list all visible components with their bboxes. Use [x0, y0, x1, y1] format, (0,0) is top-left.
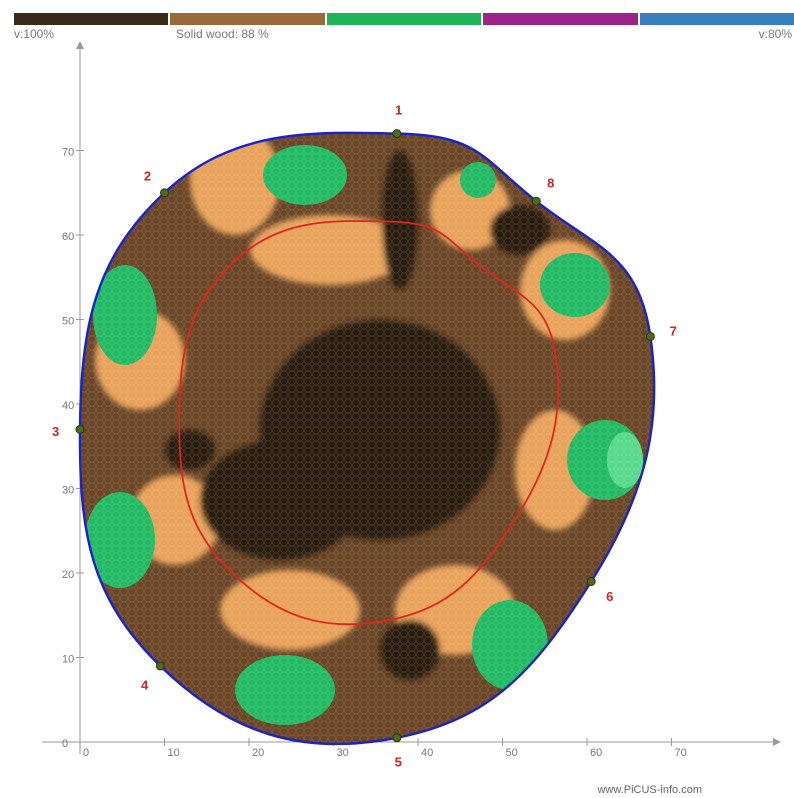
y-tick-label: 70 [62, 147, 74, 159]
sensor-label: 5 [395, 755, 402, 770]
y-tick-label: 0 [62, 738, 68, 750]
x-tick-label: 0 [83, 747, 89, 759]
sensor-label: 4 [141, 677, 149, 692]
scale-green [326, 13, 482, 25]
sensor-label: 8 [547, 175, 554, 190]
inner-ring-line [178, 220, 560, 626]
sensor-label: 1 [395, 103, 402, 118]
solid-wood-label: Solid wood: 88 % [176, 27, 269, 41]
x-tick-label: 50 [506, 747, 518, 759]
sensor-point [586, 576, 596, 586]
y-tick-label: 60 [62, 231, 74, 243]
x-tick-label: 60 [590, 747, 602, 759]
y-tick-label: 10 [62, 654, 74, 666]
x-tick-label: 20 [252, 747, 264, 759]
sensor-label: 3 [52, 424, 59, 439]
sensor-label: 7 [670, 323, 677, 338]
velocity-min-label: v:80% [758, 27, 792, 41]
x-tick-label: 30 [337, 747, 349, 759]
sensor-point [531, 196, 541, 206]
x-tick-label: 70 [675, 747, 687, 759]
x-tick-label: 40 [421, 747, 433, 759]
sensor-point [645, 331, 655, 341]
scale-light-brown [170, 13, 325, 25]
sensor-point [160, 188, 169, 198]
sensor-label: 6 [606, 589, 613, 604]
y-tick-label: 30 [62, 485, 74, 497]
scale-violet [483, 13, 638, 25]
trunk-outline [78, 131, 656, 746]
scale-dark-brown [14, 13, 169, 25]
y-axis-arrow [76, 41, 84, 50]
footer-url: www.PiCUS-info.com [597, 784, 702, 796]
sensor-point [155, 661, 165, 671]
axes: 0 10 20 30 40 50 60 70 0 10 20 30 40 50 60 70 [42, 41, 781, 759]
y-tick-label: 50 [62, 316, 74, 328]
x-tick-label: 10 [168, 747, 180, 759]
y-tick-label: 40 [62, 400, 74, 412]
y-tick-label: 20 [62, 569, 74, 581]
x-axis-arrow [772, 738, 781, 746]
scale-blue [639, 13, 794, 25]
sensor-point [392, 733, 402, 743]
sensor-points: 1 2 3 4 5 6 7 8 [52, 103, 677, 770]
velocity-color-scale [14, 13, 794, 25]
sensor-point [392, 129, 402, 139]
sensor-label: 2 [144, 168, 151, 183]
sensor-point [75, 424, 85, 434]
velocity-max-label: v:100% [14, 27, 55, 41]
